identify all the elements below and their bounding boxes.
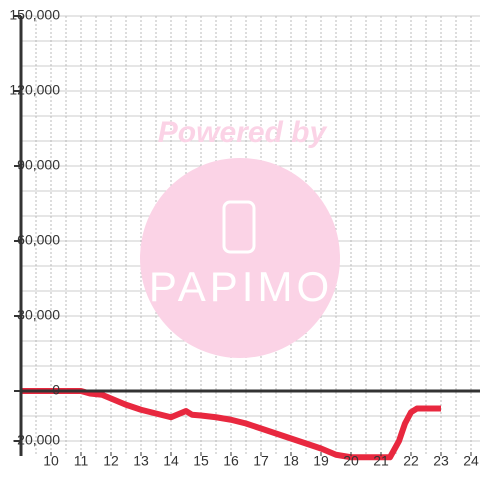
x-tick-label: 13 — [133, 453, 149, 469]
x-tick-label: 18 — [283, 453, 299, 469]
x-tick-label: 17 — [253, 453, 269, 469]
x-tick-label: 24 — [463, 453, 479, 469]
x-tick-label: 15 — [193, 453, 209, 469]
x-tick-label: 11 — [74, 453, 89, 469]
x-tick-label: 10 — [43, 453, 59, 469]
marks — [21, 388, 441, 461]
y-tick-label: 30,000 — [17, 307, 60, 323]
x-tick-label: 12 — [103, 453, 119, 469]
watermark-icon — [222, 200, 256, 254]
y-tick-label: 60,000 — [17, 232, 60, 248]
x-tick-label: 22 — [403, 453, 419, 469]
y-tick-label: -20,000 — [13, 432, 61, 448]
x-tick-label: 14 — [163, 453, 179, 469]
watermark-text: Powered by — [158, 116, 328, 149]
y-tick-label: 150,000 — [9, 7, 60, 23]
x-tick-label: 16 — [223, 453, 239, 469]
y-tick-label: 90,000 — [17, 157, 60, 173]
x-tick-label: 20 — [343, 453, 359, 469]
x-tick-label: 19 — [313, 453, 329, 469]
watermark-text: PAPIMO — [149, 263, 333, 310]
y-tick-label: 120,000 — [9, 82, 60, 98]
x-tick-label: 21 — [373, 453, 389, 469]
data-line — [21, 388, 441, 461]
watermark-circle — [140, 158, 340, 358]
x-tick-label: 23 — [433, 453, 449, 469]
